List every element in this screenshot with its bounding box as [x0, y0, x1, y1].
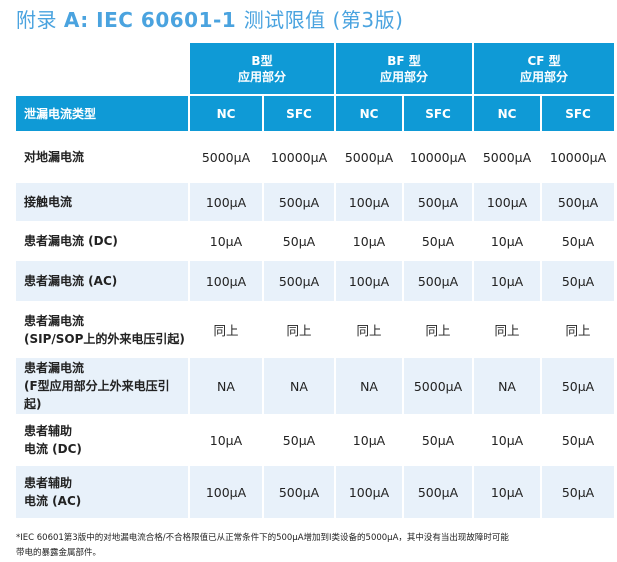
- row-label-line: 患者漏电流 (AC): [24, 274, 118, 288]
- corner-cell: [16, 43, 188, 96]
- limit-value: NA: [190, 358, 262, 414]
- table-row: 患者漏电流 (AC) 100μA 500μA 100μA 500μA 10μA 50μA: [16, 261, 615, 301]
- subcol-header: NC: [474, 96, 541, 131]
- limit-value: 50μA: [421, 233, 455, 249]
- table-row: 患者漏电流 (SIP/SOP上的外来电压引起) 同上 同上 同上 同上 同上 同上: [16, 301, 614, 358]
- limit-value: 同上: [356, 323, 382, 338]
- limit-value: 500μA: [264, 261, 335, 301]
- limit-value: 5000μA: [404, 358, 473, 414]
- limit-value: NA: [474, 358, 541, 414]
- page-title: 附录 A: IEC 60601-1 测试限值 (第3版): [16, 8, 404, 32]
- limit-value: 100μA: [190, 261, 262, 301]
- row-label: 患者漏电流 (F型应用部分上外来电压引起): [16, 358, 188, 414]
- limit-value: 50μA: [282, 432, 316, 448]
- row-label-line: 电流 (DC): [24, 442, 82, 456]
- row-header: 泄漏电流类型: [16, 96, 188, 131]
- table-row: 对地漏电流 5000μA 10000μA 5000μA 10000μA 5000μA 100…: [16, 131, 614, 183]
- table-row: 患者漏电流 (DC) 10μA 50μA 10μA 50μA 10μA 50μA: [16, 221, 614, 261]
- limit-value: 500μA: [404, 183, 473, 221]
- limit-value: 100μA: [474, 183, 541, 221]
- limit-value: 500μA: [404, 261, 473, 301]
- limit-value: 100μA: [336, 466, 403, 518]
- limit-value: 10μA: [352, 432, 386, 448]
- limit-value: 10μA: [474, 261, 541, 301]
- row-label: 接触电流: [16, 183, 188, 221]
- limit-value: 100μA: [190, 466, 262, 518]
- limit-value: 同上: [425, 323, 451, 338]
- limit-value: 100μA: [190, 183, 262, 221]
- group-header-cf: CF 型应用部分: [474, 43, 615, 96]
- subcol-header: SFC: [542, 96, 615, 131]
- row-label-line: 患者漏电流: [24, 313, 85, 328]
- row-label-line: (F型应用部分上外来电压引起): [24, 379, 170, 411]
- leakage-limits-table: B型 应用部分 BF 型应用部分 CF 型应用部分 泄漏电流类型 NC SFC NC S…: [14, 43, 616, 518]
- limit-value: 50μA: [282, 233, 316, 249]
- row-label: 患者漏电流 (SIP/SOP上的外来电压引起): [16, 301, 188, 358]
- row-label-line: (SIP/SOP上的外来电压引起): [24, 331, 185, 346]
- limit-value: 50μA: [542, 466, 615, 518]
- group-header-bf: BF 型应用部分: [336, 43, 473, 96]
- limit-value: 同上: [494, 323, 520, 338]
- limit-value: 50μA: [542, 261, 615, 301]
- limit-value: 100μA: [336, 183, 403, 221]
- row-label-line: 接触电流: [24, 195, 73, 209]
- table-row: 接触电流 100μA 500μA 100μA 500μA 100μA 500μA: [16, 183, 615, 221]
- table-row: 患者辅助电流 (DC) 10μA 50μA 10μA 50μA 10μA 50μA: [16, 414, 614, 466]
- row-label-line: 电流 (AC): [24, 494, 82, 508]
- row-label: 患者漏电流 (DC): [16, 221, 188, 261]
- limit-value: 10000μA: [409, 149, 467, 165]
- limit-value: 5000μA: [482, 149, 532, 165]
- limit-value: 500μA: [542, 183, 615, 221]
- subcol-header: SFC: [404, 96, 473, 131]
- limit-value: 5000μA: [344, 149, 394, 165]
- table-row: 患者漏电流 (F型应用部分上外来电压引起) NA NA NA 5000μA NA 50μA: [16, 358, 615, 414]
- row-label-line: 患者辅助: [24, 424, 73, 438]
- row-label-line: 患者辅助: [24, 476, 73, 490]
- row-label-line: 对地漏电流: [24, 150, 85, 164]
- limit-value: 10μA: [209, 432, 243, 448]
- limit-value: NA: [336, 358, 403, 414]
- subcol-header: NC: [190, 96, 262, 131]
- row-label-line: 患者漏电流: [24, 361, 85, 375]
- limit-value: 同上: [565, 323, 591, 338]
- subcol-header: NC: [336, 96, 403, 131]
- limit-value: 500μA: [264, 466, 335, 518]
- row-label: 患者漏电流 (AC): [16, 261, 188, 301]
- limit-value: 500μA: [264, 183, 335, 221]
- row-label: 对地漏电流: [16, 131, 188, 183]
- limit-value: 10000μA: [270, 149, 328, 165]
- limit-value: 10μA: [474, 466, 541, 518]
- row-label: 患者辅助电流 (AC): [16, 466, 188, 518]
- limit-value: 同上: [286, 323, 312, 338]
- limit-value: 10μA: [490, 432, 524, 448]
- limit-value: 10μA: [209, 233, 243, 249]
- limit-value: 50μA: [561, 432, 595, 448]
- limit-value: 10000μA: [549, 149, 607, 165]
- limit-value: NA: [264, 358, 335, 414]
- limit-value: 100μA: [336, 261, 403, 301]
- limit-value: 10μA: [352, 233, 386, 249]
- limit-value: 50μA: [421, 432, 455, 448]
- limit-value: 同上: [213, 323, 239, 338]
- table-row: 患者辅助 电流 (AC) 100μA 500μA 100μA 500μA 10μA 50μA: [16, 466, 615, 518]
- limit-value: 500μA: [404, 466, 473, 518]
- limit-value: 50μA: [542, 358, 615, 414]
- row-label: 患者辅助电流 (DC): [16, 414, 188, 466]
- row-label-line: 患者漏电流 (DC): [24, 234, 118, 248]
- limit-value: 10μA: [490, 233, 524, 249]
- limit-value: 5000μA: [201, 149, 251, 165]
- limit-value: 50μA: [561, 233, 595, 249]
- group-header-b: B型 应用部分: [190, 43, 335, 96]
- footnote: *IEC 60601第3版中的对地漏电流合格/不合格限值已从正常条件下的500μ…: [16, 533, 509, 558]
- subcol-header: SFC: [264, 96, 335, 131]
